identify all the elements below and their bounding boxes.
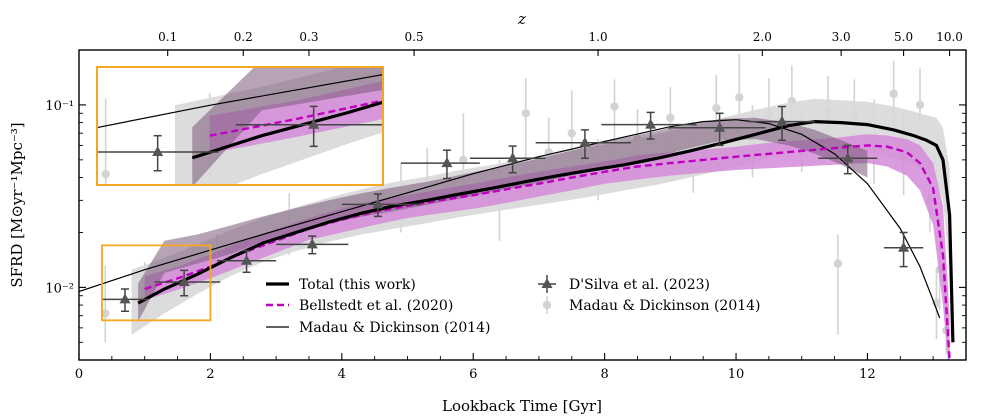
md14-point <box>915 100 925 110</box>
total-inner-band <box>138 117 868 322</box>
x-tick-label: 4 <box>338 367 346 382</box>
dsilva-point <box>372 198 384 209</box>
dsilva-point <box>714 121 726 132</box>
plot-frame <box>78 49 967 361</box>
z-tick-label: 0.5 <box>405 30 424 44</box>
md14-point <box>459 155 468 165</box>
inset-md14-point <box>881 1 889 9</box>
dsilva-point <box>441 157 453 168</box>
legend-label: Madau & Dickinson (2014) <box>569 298 761 314</box>
z-tick-label: 10.0 <box>936 30 963 44</box>
dsilva-point <box>119 293 131 304</box>
legend-label: Bellstedt et al. (2020) <box>299 298 453 314</box>
dsilva-point <box>579 136 591 147</box>
dsilva-point <box>898 241 910 252</box>
inset-plot <box>97 0 889 185</box>
md14-point <box>521 109 530 118</box>
x-axis-title: Lookback Time [Gyr] <box>442 397 602 415</box>
x-tick-label: 10 <box>728 367 745 382</box>
dsilva-point <box>178 276 190 287</box>
legend-label: Total (this work) <box>299 277 416 293</box>
dsilva-point <box>645 118 657 129</box>
md14-point <box>889 89 898 99</box>
bellstedt-line <box>144 144 951 360</box>
md14-point <box>610 102 619 111</box>
md14-point <box>567 128 576 138</box>
x-tick-label: 6 <box>469 367 477 382</box>
legend-circle-marker <box>542 300 552 310</box>
z-tick-label: 0.3 <box>299 30 318 44</box>
md14-point <box>833 259 843 268</box>
inset-md14-point <box>396 74 404 82</box>
legend-label: Madau & Dickinson (2014) <box>299 320 491 336</box>
x-tick-label: 0 <box>75 367 83 382</box>
inset-dsilva-point <box>646 60 657 70</box>
dsilva-point <box>241 254 253 265</box>
md14-point <box>735 93 744 102</box>
top-axis-title: z <box>517 10 526 28</box>
y-axis-title: SFRD [M⊙yr⁻¹Mpc⁻³] <box>8 122 26 287</box>
dsilva-point <box>776 115 788 126</box>
dsilva-point <box>842 152 854 163</box>
inset-dsilva-point <box>308 118 320 129</box>
z-tick-label: 1.0 <box>589 30 608 44</box>
x-tick-label: 2 <box>206 367 214 382</box>
total-line <box>137 119 955 343</box>
y-tick-label: 10⁻¹ <box>45 99 74 114</box>
inset-total-inner-band <box>192 67 383 185</box>
z-tick-label: 5.0 <box>894 30 913 44</box>
inset-dsilva-point <box>473 85 484 95</box>
legend-label: D'Silva et al. (2023) <box>569 277 710 293</box>
z-tick-label: 0.1 <box>158 30 177 44</box>
md14-point <box>666 113 675 123</box>
inset-dsilva-point <box>152 145 164 156</box>
md14-point <box>712 103 721 113</box>
x-tick-label: 8 <box>600 367 608 382</box>
inset-dsilva-point <box>820 0 831 7</box>
inset-md14-point <box>101 169 110 179</box>
legend-triangle-marker <box>541 278 553 288</box>
z-tick-label: 2.0 <box>753 30 772 44</box>
dsilva-point <box>306 238 318 249</box>
x-tick-label: 12 <box>859 367 876 382</box>
md14-point <box>101 309 110 318</box>
inset-frame <box>96 66 384 186</box>
dsilva-point <box>507 152 519 163</box>
zoom-region-box <box>101 244 212 322</box>
inset-bellstedt-band <box>209 81 383 154</box>
z-tick-label: 0.2 <box>234 30 253 44</box>
z-tick-label: 3.0 <box>832 30 851 44</box>
y-tick-label: 10⁻² <box>45 281 74 296</box>
